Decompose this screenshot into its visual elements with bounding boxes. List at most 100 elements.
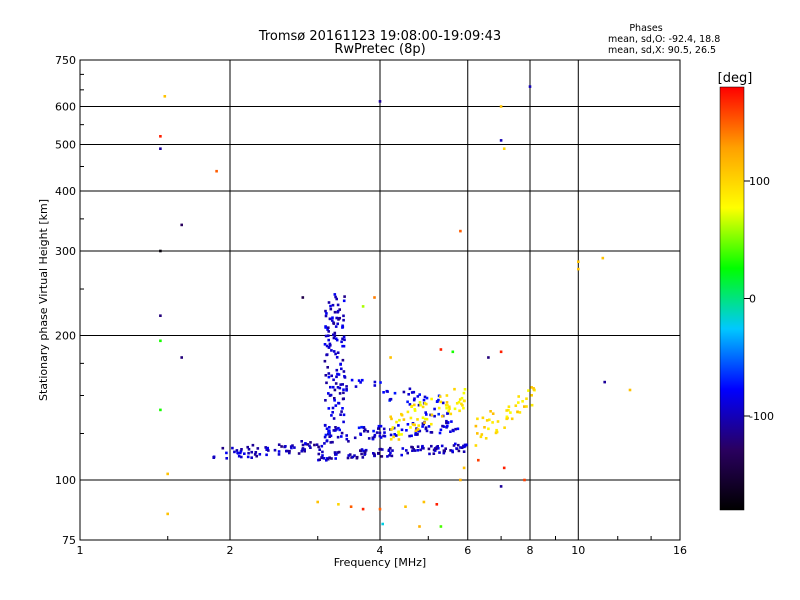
echo-point xyxy=(442,425,446,428)
echo-point xyxy=(280,445,283,448)
echo-point xyxy=(457,443,460,447)
echo-point xyxy=(367,437,371,440)
echo-point xyxy=(417,403,421,407)
echo-point xyxy=(477,458,480,462)
echo-point xyxy=(440,444,444,448)
echo-point xyxy=(411,449,414,452)
echo-point xyxy=(417,424,420,427)
echo-point xyxy=(247,451,250,455)
echo-point xyxy=(273,448,277,452)
echo-point xyxy=(246,455,250,459)
echo-point xyxy=(318,458,321,461)
echo-point xyxy=(212,456,216,459)
echo-point xyxy=(251,443,255,447)
echo-point xyxy=(438,431,442,435)
echo-point xyxy=(362,449,365,453)
echo-point xyxy=(334,457,337,460)
echo-point xyxy=(432,452,436,455)
echo-point xyxy=(320,444,324,448)
echo-point xyxy=(397,424,400,427)
echo-point xyxy=(446,412,449,415)
echo-point xyxy=(510,417,514,421)
echo-point xyxy=(334,337,338,340)
echo-point xyxy=(528,85,532,88)
echo-point xyxy=(422,500,426,504)
echo-point xyxy=(423,401,427,405)
echo-point xyxy=(339,363,342,366)
echo-point xyxy=(333,334,337,337)
echo-point xyxy=(327,375,331,379)
echo-point xyxy=(463,388,467,391)
echo-point xyxy=(378,100,382,103)
echo-point xyxy=(324,314,328,318)
echo-point xyxy=(342,318,345,322)
echo-point xyxy=(446,424,449,428)
echo-point xyxy=(481,416,485,420)
echo-point xyxy=(491,421,494,424)
echo-point xyxy=(530,386,533,389)
echo-point xyxy=(331,440,334,444)
echo-point xyxy=(460,396,464,400)
echo-point xyxy=(359,381,362,384)
echo-point xyxy=(336,310,339,314)
echo-point xyxy=(405,449,408,452)
echo-point xyxy=(400,428,404,432)
echo-point xyxy=(363,429,366,433)
echo-point xyxy=(523,478,526,482)
echo-point xyxy=(357,379,361,382)
echo-point xyxy=(414,431,418,434)
echo-point xyxy=(453,387,456,391)
echo-point xyxy=(304,442,307,445)
echo-point xyxy=(428,452,431,456)
echo-point xyxy=(628,388,632,392)
echo-point xyxy=(351,455,355,459)
echo-point xyxy=(288,449,291,453)
y-axis-label: Stationary phase Virtual Height [km] xyxy=(37,199,50,401)
echo-point xyxy=(335,297,338,301)
echo-point xyxy=(457,400,461,404)
echo-point xyxy=(331,303,335,307)
echo-point xyxy=(277,443,281,446)
echo-point xyxy=(373,454,376,457)
echo-point xyxy=(333,388,337,392)
echo-point xyxy=(416,445,420,448)
echo-point xyxy=(395,420,398,424)
echo-point xyxy=(397,430,400,434)
echo-point xyxy=(439,400,443,404)
echo-point xyxy=(163,95,167,98)
x-tick-label: 1 xyxy=(77,544,84,557)
echo-point xyxy=(509,411,512,414)
echo-point xyxy=(479,435,483,439)
echo-point xyxy=(392,435,395,439)
echo-point xyxy=(332,350,336,353)
echo-point xyxy=(381,522,384,526)
echo-point xyxy=(406,410,410,414)
echo-point xyxy=(410,434,413,438)
echo-point xyxy=(340,431,344,435)
echo-point xyxy=(429,413,432,417)
echo-point xyxy=(335,356,339,359)
echo-point xyxy=(342,413,346,417)
echo-point xyxy=(377,427,380,430)
echo-point xyxy=(495,430,499,434)
echo-point xyxy=(447,409,450,413)
echo-point xyxy=(408,387,412,391)
echo-point xyxy=(401,447,405,450)
echo-point xyxy=(337,503,340,506)
echo-point xyxy=(422,398,426,402)
echo-point xyxy=(350,378,354,382)
echo-point xyxy=(410,405,413,408)
echo-point xyxy=(366,430,370,433)
echo-point xyxy=(330,349,333,352)
echo-point xyxy=(389,356,392,359)
echo-point xyxy=(414,429,418,433)
echo-point xyxy=(377,424,381,428)
echo-point xyxy=(462,406,465,410)
echo-point xyxy=(347,440,350,443)
echo-point xyxy=(435,400,439,403)
echo-point xyxy=(240,455,243,459)
echo-point xyxy=(318,448,321,451)
echo-point xyxy=(418,401,422,404)
echo-point xyxy=(445,394,449,397)
echo-point xyxy=(402,390,406,394)
